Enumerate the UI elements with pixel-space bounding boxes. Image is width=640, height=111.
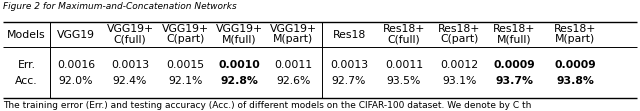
Text: 92.0%: 92.0%	[59, 75, 93, 85]
Text: 92.8%: 92.8%	[220, 75, 258, 85]
Text: 93.1%: 93.1%	[442, 75, 477, 85]
Text: Figure 2 for Maximum-and-Concatenation Networks: Figure 2 for Maximum-and-Concatenation N…	[3, 2, 237, 11]
Text: 0.0009: 0.0009	[554, 59, 596, 69]
Text: Res18+: Res18+	[438, 24, 481, 34]
Text: 0.0013: 0.0013	[330, 59, 368, 69]
Text: 0.0009: 0.0009	[493, 59, 536, 69]
Text: M(part): M(part)	[273, 35, 314, 45]
Text: Res18+: Res18+	[383, 24, 425, 34]
Text: Models: Models	[7, 30, 46, 40]
Text: 92.6%: 92.6%	[276, 75, 310, 85]
Text: M(part): M(part)	[555, 35, 595, 45]
Text: VGG19: VGG19	[57, 30, 95, 40]
Text: VGG19+: VGG19+	[216, 24, 262, 34]
Text: Err.: Err.	[17, 59, 35, 69]
Text: 0.0010: 0.0010	[218, 59, 260, 69]
Text: C(full): C(full)	[388, 35, 420, 45]
Text: VGG19+: VGG19+	[270, 24, 317, 34]
Text: 0.0012: 0.0012	[440, 59, 479, 69]
Text: VGG19+: VGG19+	[162, 24, 209, 34]
Text: M(full): M(full)	[221, 35, 256, 45]
Text: M(full): M(full)	[497, 35, 532, 45]
Text: Acc.: Acc.	[15, 75, 38, 85]
Text: The training error (Err.) and testing accuracy (Acc.) of different models on the: The training error (Err.) and testing ac…	[3, 101, 531, 110]
Text: C(part): C(part)	[440, 35, 479, 45]
Text: 0.0016: 0.0016	[57, 59, 95, 69]
Text: C(part): C(part)	[166, 35, 205, 45]
Text: 0.0013: 0.0013	[111, 59, 149, 69]
Text: 0.0015: 0.0015	[166, 59, 205, 69]
Text: C(full): C(full)	[114, 35, 147, 45]
Text: 0.0011: 0.0011	[385, 59, 423, 69]
Text: 92.7%: 92.7%	[332, 75, 366, 85]
Text: 93.5%: 93.5%	[387, 75, 421, 85]
Text: Res18+: Res18+	[554, 24, 596, 34]
Text: 0.0011: 0.0011	[275, 59, 312, 69]
Text: 92.1%: 92.1%	[168, 75, 203, 85]
Text: 93.8%: 93.8%	[556, 75, 594, 85]
Text: Res18+: Res18+	[493, 24, 536, 34]
Text: 93.7%: 93.7%	[495, 75, 534, 85]
Text: Res18: Res18	[332, 30, 365, 40]
Text: VGG19+: VGG19+	[106, 24, 154, 34]
Text: 92.4%: 92.4%	[113, 75, 147, 85]
